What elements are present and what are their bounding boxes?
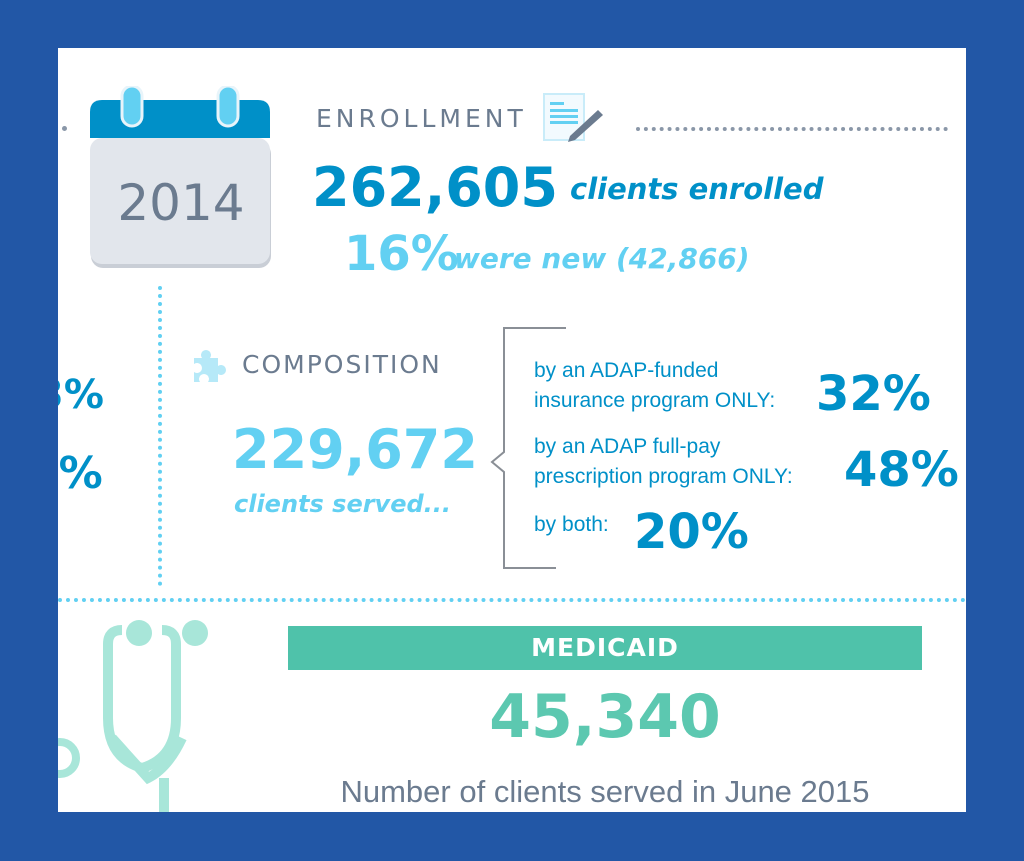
dotted-divider [58, 598, 966, 602]
dotted-divider [636, 127, 948, 131]
calendar-icon [90, 86, 271, 268]
new-label: were new (42,866) [454, 242, 750, 275]
composition-item: by an ADAP full-pay prescription program… [534, 435, 793, 488]
composition-total-label: clients served... [234, 490, 452, 518]
composition-item-label: by both: [534, 513, 609, 536]
composition-item-percent: 48% [844, 442, 959, 498]
composition-item-percent: 20% [634, 504, 749, 560]
document-pen-icon [543, 93, 603, 142]
medicaid-header: MEDICAID [288, 626, 922, 670]
partial-value: 3% [58, 372, 104, 418]
dot [62, 126, 67, 131]
medicaid-value: 45,340 [489, 682, 721, 752]
composition-item-percent: 32% [816, 366, 931, 422]
stethoscope-icon [58, 620, 208, 812]
calendar-year: 2014 [117, 174, 245, 232]
medicaid-caption: Number of clients served in June 2015 [340, 774, 870, 809]
composition-total: 229,672 [232, 418, 478, 481]
new-percent: 16% [344, 226, 459, 282]
partial-value: 0% [58, 448, 103, 499]
enrollment-total-label: clients enrolled [570, 172, 824, 206]
dotted-divider-vertical [158, 286, 162, 586]
puzzle-piece-icon [194, 350, 226, 382]
enrollment-header: ENROLLMENT [316, 104, 527, 133]
composition-header: COMPOSITION [242, 350, 442, 379]
composition-item: by an ADAP-funded insurance program ONLY… [534, 359, 776, 412]
enrollment-total: 262,605 [312, 156, 558, 219]
infographic-panel: 2014 ENROLLMENT 262,605 clients enrolled… [58, 48, 966, 812]
bracket [490, 327, 566, 569]
